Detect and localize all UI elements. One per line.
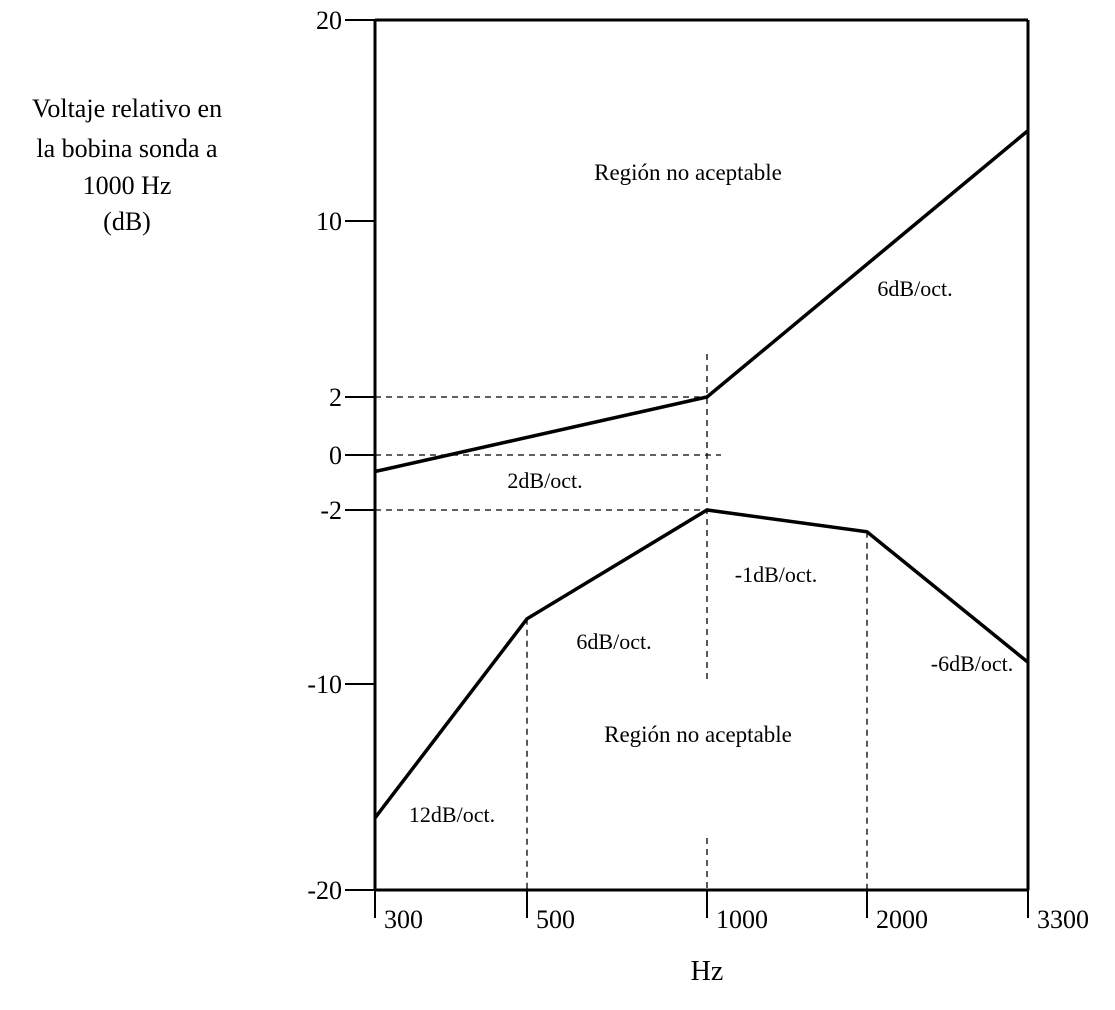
y-axis-title-line-4: (dB) bbox=[103, 207, 151, 236]
y-tick-label: 2 bbox=[329, 383, 342, 412]
x-tick-label: 1000 bbox=[716, 905, 768, 934]
x-tick-label: 300 bbox=[384, 905, 423, 934]
upper-limit-line bbox=[374, 129, 1030, 474]
y-axis-title-line-2: la bobina sonda a bbox=[36, 134, 218, 163]
upper-slope-high-label: 6dB/oct. bbox=[877, 276, 952, 301]
reference-lines bbox=[375, 354, 868, 890]
y-tick-label: -2 bbox=[320, 496, 342, 525]
y-axis-title: Voltaje relativo en la bobina sonda a 10… bbox=[32, 94, 222, 236]
lower-slope-4-label: -6dB/oct. bbox=[931, 651, 1014, 676]
upper-slope-low-label: 2dB/oct. bbox=[507, 468, 582, 493]
x-tick-label: 3300 bbox=[1037, 905, 1089, 934]
y-axis-title-line-3: 1000 Hz bbox=[83, 171, 172, 200]
y-tick-label: 20 bbox=[316, 6, 342, 35]
x-axis-title: Hz bbox=[691, 956, 724, 987]
y-axis-title-line-1: Voltaje relativo en bbox=[32, 94, 222, 123]
y-tick-label: -20 bbox=[307, 876, 342, 905]
plot-frame bbox=[373, 18, 1030, 892]
lower-slope-3-label: -1dB/oct. bbox=[735, 562, 818, 587]
series-layer bbox=[373, 129, 1030, 819]
y-tick-label: 10 bbox=[316, 207, 342, 236]
annotations: Región no aceptable Región no aceptable … bbox=[409, 160, 1013, 827]
x-tick-label: 2000 bbox=[876, 905, 928, 934]
upper-region-label: Región no aceptable bbox=[594, 160, 782, 185]
lower-limit-line bbox=[373, 508, 1030, 819]
lower-slope-2-label: 6dB/oct. bbox=[576, 629, 651, 654]
y-tick-label: -10 bbox=[307, 670, 342, 699]
x-ticks: 300 500 1000 2000 3300 bbox=[374, 890, 1089, 934]
x-tick-label: 500 bbox=[536, 905, 575, 934]
lower-region-label: Región no aceptable bbox=[604, 722, 792, 747]
y-tick-label: 0 bbox=[329, 441, 342, 470]
lower-slope-1-label: 12dB/oct. bbox=[409, 802, 495, 827]
